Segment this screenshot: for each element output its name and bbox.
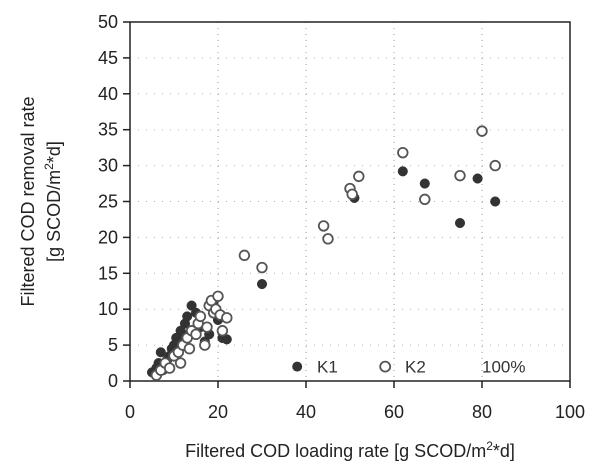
point-k2	[183, 342, 196, 355]
point-k2	[489, 159, 501, 172]
x-tick-label: 100	[555, 402, 585, 422]
x-tick-label: 60	[384, 402, 404, 422]
y-axis-label-line1: Filtered COD removal rate	[18, 96, 38, 306]
point-k2	[454, 169, 466, 182]
point-k1	[397, 166, 408, 177]
point-k2	[190, 328, 202, 341]
y-tick-label: 30	[98, 156, 118, 176]
legend-marker-k1	[292, 361, 303, 372]
legend-label-k1: K1	[317, 358, 338, 377]
point-k2	[397, 146, 409, 159]
point-k2	[353, 170, 365, 183]
y-tick-label: 5	[108, 335, 118, 355]
y-tick-label: 20	[98, 227, 118, 247]
x-axis-label-sup: 2	[486, 439, 493, 453]
y-tick-label: 15	[98, 263, 118, 283]
y-axis-label: Filtered COD removal rate [g SCOD/m2*d]	[18, 96, 64, 306]
x-tick-label: 40	[296, 402, 316, 422]
point-k2	[201, 321, 213, 333]
y-tick-label: 45	[98, 48, 118, 68]
point-k1	[221, 334, 232, 345]
point-k2	[216, 325, 229, 337]
y-axis-label-line2-main: [g SCOD/m	[44, 170, 64, 262]
legend-marker-k2	[379, 360, 392, 373]
point-k1	[419, 178, 430, 189]
y-tick-label: 0	[108, 371, 118, 391]
y-axis-label-end: *d]	[44, 141, 64, 163]
point-k2	[346, 188, 358, 201]
point-k1	[155, 347, 166, 358]
y-axis-label-line2: [g SCOD/m2*d]	[42, 141, 64, 262]
point-k2	[212, 290, 224, 302]
y-axis-label-sup: 2	[42, 163, 56, 170]
x-axis-ticks: 0 20 40 60 80 100	[125, 381, 585, 422]
y-axis-ticks: 0 5 10 15 20 25 30 35 40 45 50	[98, 12, 130, 391]
point-k2	[221, 312, 233, 324]
point-k2	[194, 310, 207, 323]
y-tick-label: 35	[98, 120, 118, 140]
point-k1	[490, 196, 501, 207]
point-k2	[317, 220, 330, 232]
y-tick-label: 10	[98, 299, 118, 319]
point-k2	[476, 125, 488, 137]
legend: K1 K2 100%	[292, 358, 525, 377]
annotation-100-percent: 100%	[482, 358, 525, 377]
x-tick-label: 80	[472, 402, 492, 422]
x-axis-label: Filtered COD loading rate [g SCOD/m2*d]	[185, 439, 515, 461]
x-tick-label: 20	[208, 402, 228, 422]
point-k2	[419, 193, 431, 206]
point-k2	[174, 357, 187, 369]
x-axis-label-end: *d]	[493, 441, 515, 461]
legend-label-k2: K2	[405, 358, 426, 377]
point-k2	[163, 362, 176, 374]
y-tick-label: 50	[98, 12, 118, 32]
point-k2	[238, 249, 251, 262]
point-k2	[256, 261, 268, 274]
point-k1	[454, 217, 466, 229]
x-axis-label-main: Filtered COD loading rate [g SCOD/m	[185, 441, 486, 461]
x-tick-label: 0	[125, 402, 135, 422]
data-points	[146, 125, 501, 381]
y-tick-label: 25	[98, 192, 118, 212]
point-k2	[199, 339, 211, 351]
point-k1	[182, 311, 193, 322]
y-tick-label: 40	[98, 84, 118, 104]
point-k2	[322, 233, 334, 245]
point-k1	[256, 279, 268, 290]
point-k1	[472, 173, 483, 184]
